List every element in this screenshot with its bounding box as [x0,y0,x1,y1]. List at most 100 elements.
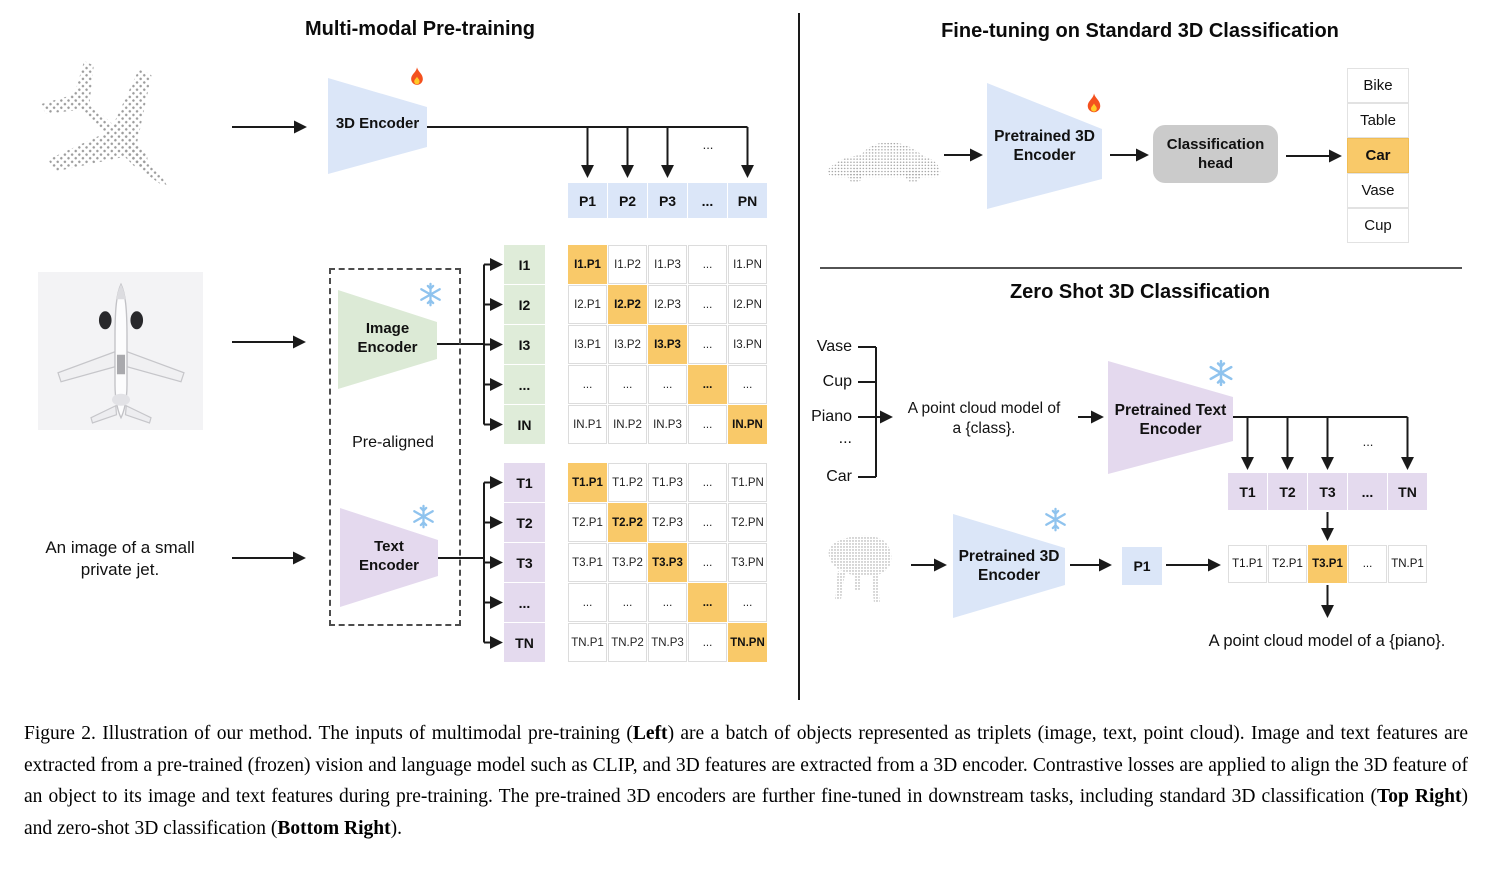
prompt-class-piano: Piano [811,408,852,425]
figure-caption: Figure 2. Illustration of our method. Th… [24,718,1468,844]
text-embedding-row: T1 T2 T3... TN [1228,473,1427,510]
p-cell: P1 [568,183,607,218]
left-panel-title: Multi-modal Pre-training [305,18,535,40]
matrix-cell: ... [608,365,647,404]
t-header-cell: T1 [504,463,545,502]
caption-text: ) and zero-shot 3D classification ( [24,786,1468,839]
matrix-cell: ... [688,583,727,622]
p-cell: ... [688,183,727,218]
matrix-cell: I3.P3 [648,325,687,364]
caption-bold-text: Left [632,723,668,744]
class-cell: Vase [1347,173,1409,208]
matrix-cell: T1.PN [728,463,767,502]
branch-ellipsis: ... [1362,434,1374,449]
p-drop-ellipsis: ... [702,137,714,152]
caption-text: Figure 2. Illustration of our method. Th… [24,723,633,744]
result-cell: T3.P1 [1308,545,1347,583]
3d-encoder-trapezoid [328,78,427,174]
t-cell: T3 [1308,473,1347,510]
p1-feature-box: P1 [1122,547,1162,585]
i-header-cell: IN [504,405,545,444]
matrix-cell: T3.P3 [648,543,687,582]
bottom-right-panel-title: Zero Shot 3D Classification [1009,281,1271,303]
airplane-pointcloud-image [40,60,169,189]
class-cell: Bike [1347,68,1409,103]
matrix-cell: I2.P3 [648,285,687,324]
matrix-cell: I3.PN [728,325,767,364]
t-header-cell: T2 [504,503,545,542]
matrix-cell: TN.PN [728,623,767,662]
matrix-cell: I1.P2 [608,245,647,284]
matrix-cell: T2.P1 [568,503,607,542]
matrix-cell: ... [568,583,607,622]
caption-bold-text: Top Right [1377,786,1462,808]
matrix-cell: ... [688,285,727,324]
snowflake-icon [1209,359,1233,387]
i-header-cell: I2 [504,285,545,324]
matrix-cell: IN.P2 [608,405,647,444]
matrix-cell: ... [688,543,727,582]
pre-aligned-box [329,268,461,626]
piano-pointcloud-image [828,535,892,603]
class-cell: Table [1347,103,1409,138]
matrix-cell: TN.P1 [568,623,607,662]
matrix-cell: ... [688,405,727,444]
classification-output-list: Bike Table Car Vase Cup [1347,68,1409,243]
matrix-cell: I1.P1 [568,245,607,284]
classification-head-box: Classification head [1153,125,1278,183]
matrix-cell: I3.P2 [608,325,647,364]
3d-encoder-label: 3D Encoder [335,115,420,132]
t-cell: T2 [1268,473,1307,510]
pretrained-3d-encoder-bottom-trapezoid [953,514,1065,618]
zero-shot-result-text: A point cloud model of a {piano}. [1208,632,1446,650]
text-input-caption: An image of a small private jet. [45,538,195,580]
matrix-cell: I1.PN [728,245,767,284]
result-cell: ... [1348,545,1387,583]
matrix-cell: ... [648,365,687,404]
t-header-cell: TN [504,623,545,662]
matrix-cell: I1.P3 [648,245,687,284]
snowflake-icon [1045,507,1066,532]
matrix-cell: I2.P1 [568,285,607,324]
prompt-class-vase: Vase [816,338,852,355]
matrix-cell: TN.P3 [648,623,687,662]
car-pointcloud-image [827,142,941,183]
matrix-cell: I2.PN [728,285,767,324]
caption-text: ). [390,817,402,839]
pre-aligned-label: Pre-aligned [352,434,434,451]
matrix-cell: ... [688,503,727,542]
fire-icon [1087,93,1101,113]
matrix-cell: ... [688,623,727,662]
prompt-template-text: A point cloud model of a {class}. [907,400,1061,438]
image-feature-column: I1 I2 I3... IN [504,245,545,444]
matrix-cell: T1.P3 [648,463,687,502]
pretrained-3d-encoder-top-label: Pretrained 3D Encoder [994,128,1095,165]
matrix-cell: I2.P2 [608,285,647,324]
pretrained-text-encoder-trapezoid [1108,361,1233,474]
snowflake-icon [420,282,441,307]
pretrained-3d-encoder-bottom-label: Pretrained 3D Encoder [958,548,1060,585]
matrix-cell: I3.P1 [568,325,607,364]
matrix-cell: T2.PN [728,503,767,542]
matrix-cell: T3.PN [728,543,767,582]
matrix-cell: ... [688,245,727,284]
airplane-photo [38,272,203,430]
i-header-cell: I1 [504,245,545,284]
text-encoder-label: Text Encoder [358,538,419,574]
matrix-cell: T3.P2 [608,543,647,582]
prompt-class-ellipsis: ... [838,430,852,447]
similarity-result-row: T1.P1 T2.P1 T3.P1... TN.P1 [1228,545,1427,583]
image-point-similarity-matrix: I1.P1 I1.P2 I1.P3... I1.PN I2.P1 I2.P2 I2.P3..… [568,245,767,444]
matrix-cell: TN.P2 [608,623,647,662]
matrix-cell: IN.P1 [568,405,607,444]
result-cell: T2.P1 [1268,545,1307,583]
left-panel-arrows [232,120,754,649]
top-right-panel-title: Fine-tuning on Standard 3D Classificatio… [941,20,1339,42]
pretrained-text-encoder-label: Pretrained Text Encoder [1114,402,1227,439]
caption-text: ) are a batch of objects represented as … [24,723,1468,808]
p-cell: PN [728,183,767,218]
caption-bold-text: Bottom Right [277,817,391,839]
t-header-cell: T3 [504,543,545,582]
matrix-cell: IN.PN [728,405,767,444]
